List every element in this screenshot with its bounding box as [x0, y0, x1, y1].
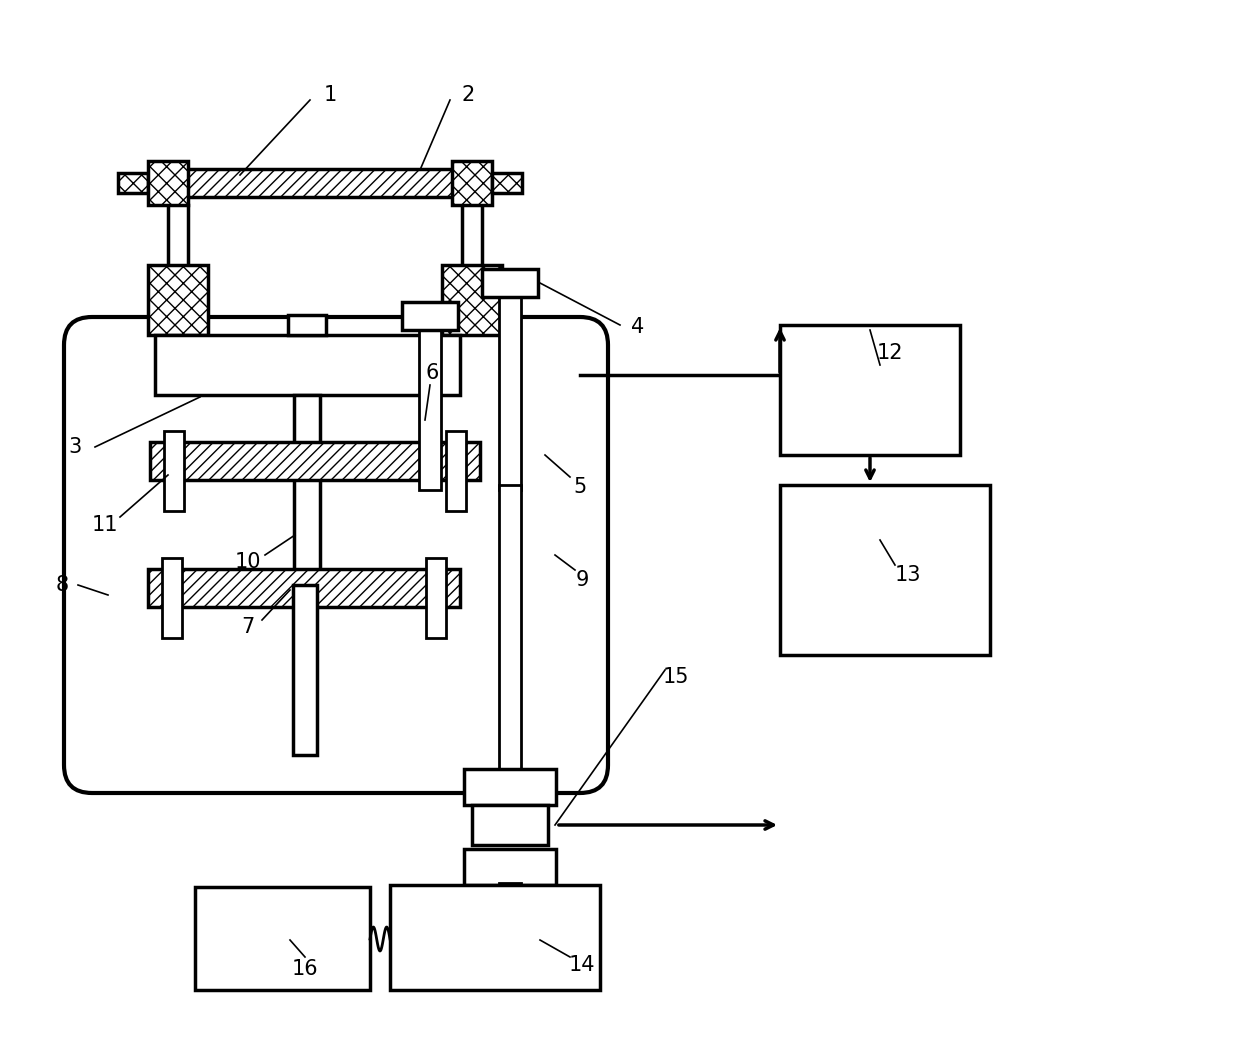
Text: 10: 10 [234, 552, 262, 572]
Bar [155, 335, 460, 395]
Bar [492, 173, 522, 193]
Text: 16: 16 [291, 959, 319, 979]
Bar [453, 161, 492, 205]
Text: 4: 4 [631, 317, 645, 336]
Text: 5: 5 [573, 477, 587, 497]
Bar [498, 883, 521, 925]
Bar [294, 395, 320, 575]
Text: 6: 6 [425, 363, 439, 384]
FancyBboxPatch shape [64, 317, 608, 793]
Bar [472, 805, 548, 845]
Bar [402, 302, 458, 330]
Bar [498, 485, 521, 825]
Bar [464, 769, 556, 805]
Text: 12: 12 [877, 343, 903, 363]
Text: 13: 13 [895, 565, 921, 585]
Text: 3: 3 [68, 437, 82, 457]
Bar [148, 568, 460, 607]
Text: 8: 8 [56, 575, 68, 595]
Text: 7: 7 [242, 617, 254, 637]
Bar [195, 887, 370, 990]
Text: 9: 9 [575, 570, 589, 590]
Bar [162, 558, 182, 638]
Bar [150, 442, 480, 480]
Bar [148, 265, 208, 335]
Bar [419, 330, 441, 490]
Text: 11: 11 [92, 515, 118, 535]
Bar [446, 431, 466, 511]
Bar [427, 558, 446, 638]
Bar [780, 325, 960, 455]
Bar [464, 849, 556, 885]
Bar [288, 315, 326, 335]
Text: 2: 2 [461, 85, 475, 104]
Bar [160, 169, 490, 198]
Bar [148, 161, 188, 205]
Bar [441, 265, 502, 335]
Bar [118, 173, 148, 193]
Bar [391, 885, 600, 990]
Bar [164, 431, 184, 511]
Bar [780, 485, 990, 655]
Text: 1: 1 [324, 85, 336, 104]
Bar [482, 269, 538, 297]
Bar [498, 295, 521, 490]
Text: 15: 15 [662, 667, 689, 687]
Text: 14: 14 [569, 955, 595, 975]
Bar [293, 585, 317, 754]
